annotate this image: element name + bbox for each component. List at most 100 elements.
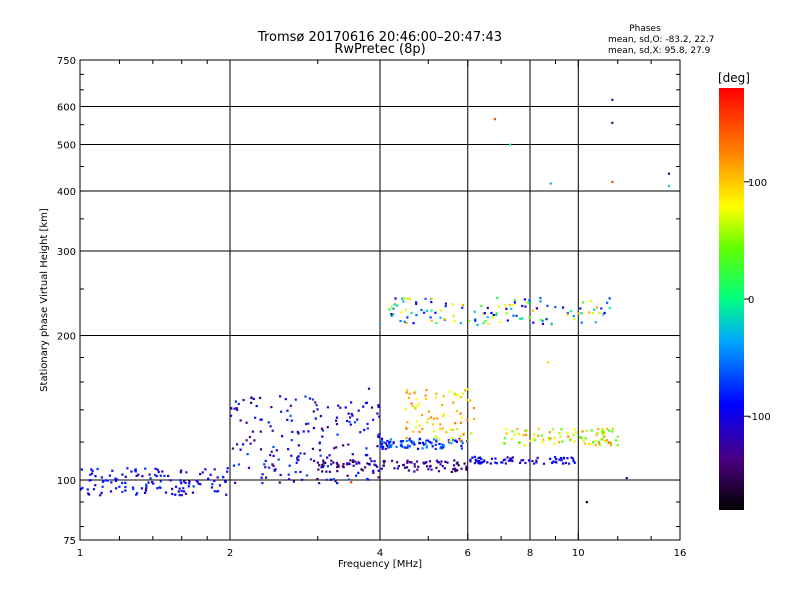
data-point	[568, 438, 572, 442]
data-point	[554, 456, 557, 459]
data-point	[156, 487, 159, 490]
data-point	[550, 322, 553, 325]
data-point	[311, 398, 315, 401]
data-point	[547, 436, 550, 439]
data-point	[594, 443, 597, 447]
data-point	[399, 319, 402, 323]
data-point	[114, 487, 118, 490]
data-point	[135, 492, 139, 495]
data-point	[213, 479, 216, 483]
data-point	[552, 460, 555, 463]
data-point	[463, 462, 466, 465]
data-point	[239, 419, 242, 422]
data-point	[365, 401, 369, 404]
data-point	[178, 493, 181, 497]
data-point	[562, 457, 565, 460]
data-point	[442, 415, 445, 418]
data-point	[439, 443, 443, 446]
data-point	[318, 482, 321, 485]
data-point	[519, 317, 522, 321]
data-point	[494, 313, 498, 317]
data-point	[380, 443, 383, 446]
data-point	[542, 438, 545, 441]
data-point	[301, 478, 304, 481]
data-point	[261, 473, 264, 476]
data-point	[264, 476, 268, 479]
y-tick-label: 750	[57, 56, 76, 67]
data-point	[396, 467, 399, 470]
data-point	[583, 442, 587, 445]
data-point	[336, 469, 339, 473]
data-point	[380, 467, 383, 470]
data-point	[456, 461, 459, 464]
data-point	[413, 391, 416, 395]
data-point	[598, 444, 601, 447]
data-point	[322, 461, 325, 464]
data-point	[366, 462, 369, 465]
data-point	[145, 483, 148, 486]
data-point	[513, 301, 517, 304]
data-point	[314, 401, 317, 404]
data-point	[455, 409, 458, 413]
data-point	[218, 484, 221, 487]
data-point	[608, 306, 611, 309]
data-point	[434, 396, 438, 399]
data-point	[511, 303, 515, 307]
data-point	[232, 464, 236, 467]
data-point	[452, 314, 455, 317]
data-point	[570, 456, 573, 459]
data-point	[476, 323, 479, 327]
data-point	[396, 461, 399, 464]
data-point	[531, 309, 535, 312]
data-point	[296, 458, 299, 461]
data-point	[278, 481, 281, 484]
data-point	[348, 416, 352, 419]
data-point	[536, 456, 539, 459]
data-point	[121, 481, 124, 485]
data-point	[199, 483, 202, 486]
data-point	[344, 406, 347, 409]
data-point	[511, 430, 514, 433]
data-point	[535, 307, 539, 310]
data-point	[435, 440, 438, 443]
data-point	[587, 442, 590, 446]
data-point	[444, 317, 447, 321]
data-point	[315, 404, 318, 407]
data-point	[406, 459, 409, 462]
data-point	[603, 431, 606, 434]
data-point	[443, 412, 446, 416]
data-point	[352, 459, 355, 462]
data-point	[366, 477, 369, 481]
data-point	[460, 416, 463, 419]
data-point	[182, 487, 185, 490]
data-point	[361, 469, 364, 472]
data-point	[372, 469, 375, 472]
data-point	[569, 310, 573, 313]
data-point	[437, 470, 441, 473]
data-point	[558, 458, 561, 461]
data-point	[593, 308, 596, 311]
data-point	[145, 485, 148, 488]
data-point	[427, 410, 430, 413]
data-point	[520, 459, 523, 462]
data-point	[566, 457, 569, 460]
data-point	[305, 474, 309, 477]
data-point	[169, 479, 172, 482]
data-point	[442, 444, 445, 447]
data-point	[363, 428, 366, 432]
data-point	[154, 473, 157, 476]
data-point	[611, 180, 614, 184]
data-point	[515, 314, 518, 317]
data-point	[297, 444, 300, 447]
data-point	[453, 459, 456, 462]
data-point	[274, 468, 277, 471]
data-point	[148, 473, 151, 476]
data-point	[410, 402, 413, 405]
data-point	[273, 469, 276, 472]
data-point	[535, 461, 538, 464]
data-point	[289, 404, 292, 407]
data-point	[390, 444, 393, 447]
data-point	[453, 320, 456, 323]
data-point	[432, 438, 436, 441]
data-point	[469, 432, 473, 435]
